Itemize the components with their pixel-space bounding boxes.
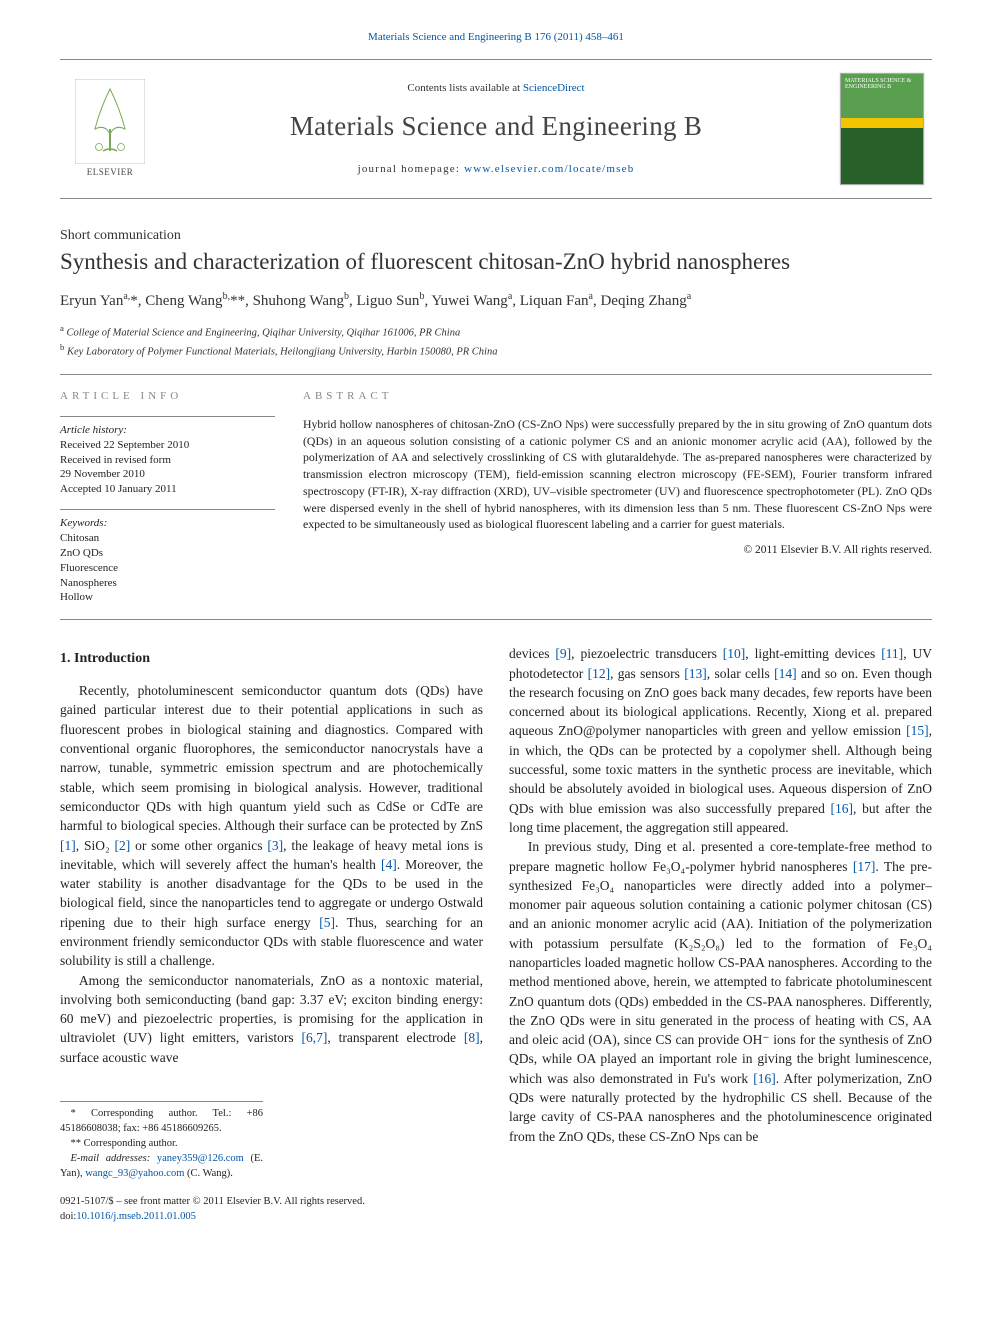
footnotes: * Corresponding author. Tel.: +86 451866… xyxy=(60,1101,263,1181)
ref-link[interactable]: [16] xyxy=(831,801,854,816)
publisher-logo-block: ELSEVIER xyxy=(60,60,160,198)
email-link-1[interactable]: yaney359@126.com xyxy=(157,1153,244,1164)
article-type: Short communication xyxy=(60,227,932,246)
section-1-heading: 1. Introduction xyxy=(60,650,483,669)
affil-b-text: Key Laboratory of Polymer Functional Mat… xyxy=(67,346,497,357)
ref-link[interactable]: [5] xyxy=(319,915,335,930)
corresponding-1: * Corresponding author. Tel.: +86 451866… xyxy=(60,1106,263,1136)
cover-band-text: MATERIALS SCIENCE & ENGINEERING B xyxy=(841,74,923,118)
masthead: ELSEVIER Contents lists available at Sci… xyxy=(60,59,932,199)
keyword-line: Nanospheres xyxy=(60,576,275,591)
cover-thumb-block: MATERIALS SCIENCE & ENGINEERING B xyxy=(832,60,932,198)
email-2-name: (C. Wang). xyxy=(184,1168,233,1179)
abstract-heading: ABSTRACT xyxy=(303,389,932,404)
homepage-link[interactable]: www.elsevier.com/locate/mseb xyxy=(464,163,634,175)
publisher-name: ELSEVIER xyxy=(87,166,134,178)
history-line: Received in revised form xyxy=(60,453,275,468)
email-link-2[interactable]: wangc_93@yahoo.com xyxy=(85,1168,184,1179)
emails-label: E-mail addresses: xyxy=(71,1153,157,1164)
ref-link[interactable]: [8] xyxy=(464,1030,480,1045)
history-label: Article history: xyxy=(60,416,275,438)
ref-link[interactable]: [17] xyxy=(853,859,876,874)
keyword-line: Fluorescence xyxy=(60,561,275,576)
history-line: Received 22 September 2010 xyxy=(60,438,275,453)
masthead-center: Contents lists available at ScienceDirec… xyxy=(160,60,832,198)
affiliation-b: b Key Laboratory of Polymer Functional M… xyxy=(60,341,932,360)
ref-link[interactable]: [2] xyxy=(115,838,131,853)
keyword-line: Chitosan xyxy=(60,531,275,546)
journal-title: Materials Science and Engineering B xyxy=(290,108,702,144)
corresponding-2: ** Corresponding author. xyxy=(60,1136,263,1151)
ref-link[interactable]: [13] xyxy=(684,666,707,681)
article-title: Synthesis and characterization of fluore… xyxy=(60,248,932,277)
ref-link[interactable]: [14] xyxy=(774,666,797,681)
ref-link[interactable]: [6,7] xyxy=(302,1030,328,1045)
divider xyxy=(60,619,932,620)
homepage-prefix: journal homepage: xyxy=(358,163,465,175)
abstract-column: ABSTRACT Hybrid hollow nanospheres of ch… xyxy=(303,389,932,605)
article-info-column: ARTICLE INFO Article history: Received 2… xyxy=(60,389,275,605)
body-p2: Among the semiconductor nanomaterials, Z… xyxy=(60,971,483,1067)
ref-link[interactable]: [11] xyxy=(881,646,903,661)
ref-link[interactable]: [15] xyxy=(906,723,929,738)
affiliation-a: a College of Material Science and Engine… xyxy=(60,322,932,341)
history-line: 29 November 2010 xyxy=(60,467,275,482)
ref-link[interactable]: [1] xyxy=(60,838,76,853)
footer-doi-line: doi:10.1016/j.mseb.2011.01.005 xyxy=(60,1210,483,1225)
footer-block: 0921-5107/$ – see front matter © 2011 El… xyxy=(60,1195,483,1224)
running-header-link[interactable]: Materials Science and Engineering B 176 … xyxy=(368,31,624,43)
running-header: Materials Science and Engineering B 176 … xyxy=(60,30,932,45)
ref-link[interactable]: [10] xyxy=(723,646,746,661)
keyword-line: ZnO QDs xyxy=(60,546,275,561)
divider xyxy=(60,374,932,375)
elsevier-tree-icon xyxy=(75,79,145,164)
body-p4: In previous study, Ding et al. presented… xyxy=(509,837,932,1146)
journal-cover-icon: MATERIALS SCIENCE & ENGINEERING B xyxy=(840,73,924,185)
body-p3: devices [9], piezoelectric transducers [… xyxy=(509,644,932,837)
doi-link[interactable]: 10.1016/j.mseb.2011.01.005 xyxy=(76,1211,195,1222)
doi-label: doi: xyxy=(60,1211,76,1222)
abstract-copyright: © 2011 Elsevier B.V. All rights reserved… xyxy=(303,543,932,559)
contents-line: Contents lists available at ScienceDirec… xyxy=(407,81,584,96)
info-abstract-row: ARTICLE INFO Article history: Received 2… xyxy=(60,389,932,605)
author-list: Eryun Yana,*, Cheng Wangb,**, Shuhong Wa… xyxy=(60,290,932,311)
abstract-text: Hybrid hollow nanospheres of chitosan-Zn… xyxy=(303,416,932,533)
ref-link[interactable]: [4] xyxy=(381,857,397,872)
history-line: Accepted 10 January 2011 xyxy=(60,482,275,497)
ref-link[interactable]: [16] xyxy=(753,1071,776,1086)
homepage-line: journal homepage: www.elsevier.com/locat… xyxy=(358,162,635,177)
body-p1: Recently, photoluminescent semiconductor… xyxy=(60,681,483,970)
sciencedirect-link[interactable]: ScienceDirect xyxy=(523,82,585,94)
ref-link[interactable]: [9] xyxy=(555,646,571,661)
contents-prefix: Contents lists available at xyxy=(407,82,522,94)
affil-a-text: College of Material Science and Engineer… xyxy=(67,327,461,338)
emails-line: E-mail addresses: yaney359@126.com (E. Y… xyxy=(60,1151,263,1181)
body-columns: 1. Introduction Recently, photoluminesce… xyxy=(60,644,932,1224)
keyword-line: Hollow xyxy=(60,590,275,605)
ref-link[interactable]: [3] xyxy=(267,838,283,853)
cover-stripe xyxy=(841,118,923,128)
ref-link[interactable]: [12] xyxy=(588,666,611,681)
keywords-label: Keywords: xyxy=(60,509,275,531)
footer-line1: 0921-5107/$ – see front matter © 2011 El… xyxy=(60,1195,483,1210)
article-info-heading: ARTICLE INFO xyxy=(60,389,275,404)
